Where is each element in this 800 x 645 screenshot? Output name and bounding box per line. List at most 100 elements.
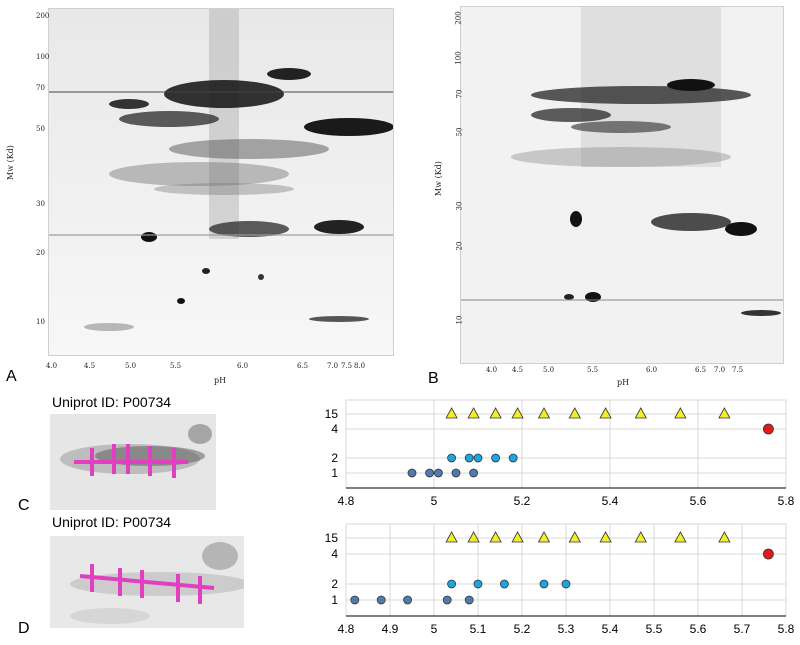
data-point-triangle (634, 531, 647, 543)
data-point-triangle (511, 407, 524, 419)
data-point-circle (447, 579, 457, 589)
data-point-triangle (674, 531, 687, 543)
gel-a-x-tick: 5.5 (170, 362, 182, 370)
y-tick-label: 4 (331, 547, 338, 561)
uniprot-label-c: Uniprot ID: P00734 (52, 394, 172, 410)
gel-a-x-axis-title: pH (214, 376, 227, 385)
scatter-chart-c: 4.8 5 5.2 5.4 5.6 5.8 12 415 (325, 399, 795, 508)
data-point-triangle (489, 531, 502, 543)
x-tick-label: 5.5 (646, 622, 663, 636)
data-point-circle (442, 595, 452, 605)
x-tick-label: 5.4 (602, 622, 619, 636)
data-point-circle (376, 595, 386, 605)
data-point-triangle (445, 407, 458, 419)
y-tick-label: 2 (331, 577, 338, 591)
gel-b-x-tick: 5.0 (543, 366, 555, 374)
x-tick-label: 4.8 (338, 494, 355, 508)
gel-a-x-tick: 8.0 (354, 362, 366, 370)
x-tick-label: 5.2 (514, 622, 531, 636)
gel-a-x-tick: 4.0 (46, 362, 58, 370)
gel-image-a (48, 8, 394, 356)
data-point-triangle (445, 531, 458, 543)
data-point-triangle (511, 531, 524, 543)
x-tick-label: 5.8 (778, 494, 795, 508)
gel-b-x-tick: 7.0 (714, 366, 726, 374)
data-point-circle (508, 453, 518, 463)
data-point-triangle (599, 531, 612, 543)
spot-crop-d (50, 536, 250, 628)
gel-a-y-tick: 20 (36, 249, 45, 257)
x-tick-label: 5.6 (690, 494, 707, 508)
gel-b-x-tick: 5.5 (587, 366, 599, 374)
panel-label-c: C (18, 497, 30, 514)
x-tick-label: 5.7 (734, 622, 751, 636)
panel-label-d: D (18, 620, 30, 637)
gel-b-x-tick: 7.5 (732, 366, 744, 374)
data-point-triangle (718, 531, 731, 543)
gel-b-y-tick: 100 (454, 51, 463, 65)
uniprot-label-d: Uniprot ID: P00734 (52, 514, 172, 530)
data-point-circle (499, 579, 509, 589)
data-point-circle (491, 453, 501, 463)
gel-b-x-tick: 4.5 (512, 366, 524, 374)
x-tick-label: 5.1 (470, 622, 487, 636)
spot-crop-c-drawing (60, 424, 212, 478)
x-tick-label: 5 (431, 494, 438, 508)
gel-b-y-tick: 30 (455, 201, 464, 211)
data-point-circle (425, 468, 435, 478)
data-point-triangle (634, 407, 647, 419)
data-point-circle (762, 423, 774, 435)
data-point-circle (350, 595, 360, 605)
x-tick-label: 5.4 (602, 494, 619, 508)
data-point-circle (473, 579, 483, 589)
data-point-circle (469, 468, 479, 478)
x-tick-label: 5 (431, 622, 438, 636)
data-point-circle (433, 468, 443, 478)
data-point-triangle (599, 407, 612, 419)
gel-b-x-tick: 6.5 (695, 366, 707, 374)
gel-image-b (460, 6, 784, 364)
gel-a-x-tick: 6.0 (237, 362, 249, 370)
gel-a-y-tick: 30 (36, 200, 45, 208)
gel-b-x-tick: 4.0 (486, 366, 498, 374)
data-point-triangle (467, 407, 480, 419)
x-tick-label: 5.3 (558, 622, 575, 636)
gel-b-x-tick: 6.0 (646, 366, 658, 374)
gel-a-x-tick: 5.0 (125, 362, 137, 370)
gel-b-spots (461, 7, 783, 363)
y-tick-label: 15 (325, 531, 339, 545)
x-tick-label: 5.8 (778, 622, 795, 636)
data-point-circle (407, 468, 417, 478)
data-point-circle (403, 595, 412, 605)
gel-b-y-tick: 50 (455, 127, 464, 137)
x-tick-label: 4.8 (338, 622, 355, 636)
y-tick-label: 15 (325, 407, 339, 421)
data-point-triangle (537, 407, 551, 419)
data-point-circle (451, 468, 461, 478)
x-tick-label: 4.9 (382, 622, 399, 636)
x-tick-label: 5.6 (690, 622, 707, 636)
gel-a-x-tick: 7.0 (327, 362, 339, 370)
data-point-circle (762, 548, 774, 560)
scatter-chart-d: 4.8 4.9 5 5.1 5.2 5.3 5.4 5.5 5.6 5.7 5.8 1 2 4 15 (325, 523, 795, 636)
y-tick-label: 1 (331, 466, 338, 480)
panel-label-a: A (6, 368, 17, 385)
data-point-triangle (467, 531, 480, 543)
data-point-circle (561, 579, 571, 589)
gel-b-x-axis-title: pH (617, 378, 630, 387)
data-point-triangle (568, 407, 581, 419)
gel-a-y-axis-title: Mw (Kd) (6, 145, 15, 180)
gel-a-y-tick: 200 (36, 12, 50, 20)
data-point-triangle (674, 407, 687, 419)
y-tick-label: 4 (331, 422, 338, 436)
x-tick-label: 5.2 (514, 494, 531, 508)
gel-b-y-tick: 10 (455, 315, 464, 325)
gel-a-spots (49, 9, 393, 355)
gel-b-y-tick: 20 (455, 241, 464, 251)
spot-crop-c (50, 414, 216, 510)
panel-label-b: B (428, 370, 439, 387)
data-point-circle (473, 453, 483, 463)
data-point-circle (464, 453, 474, 463)
y-tick-label: 2 (331, 451, 338, 465)
spot-crop-d-drawing (70, 542, 250, 624)
